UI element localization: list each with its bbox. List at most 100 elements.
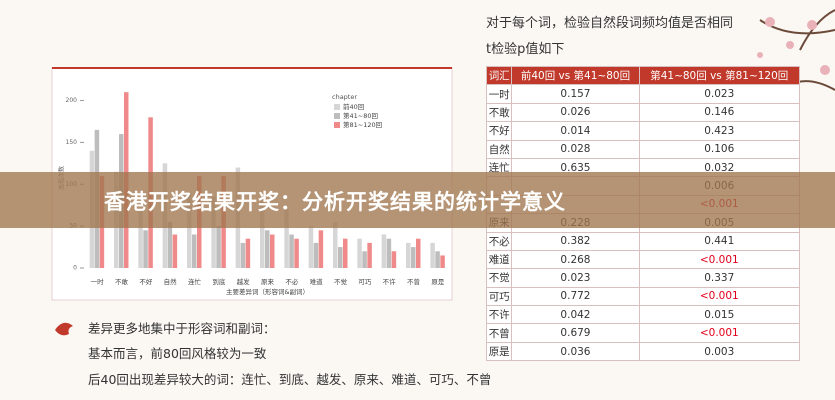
table-row: 原是 0.036 0.003: [485, 341, 801, 362]
bar: [367, 242, 372, 268]
table-row: 可巧 0.772 <0.001: [485, 286, 801, 307]
banner-title: 香港开奖结果开奖：分析开奖结果的统计学意义: [104, 190, 566, 214]
x-tick-label: 不许: [383, 277, 397, 286]
bar: [343, 238, 348, 268]
legend-swatch: [334, 113, 340, 119]
bar: [216, 226, 221, 268]
x-tick-label: 连忙: [188, 277, 202, 286]
header-cell: 词汇: [485, 65, 513, 86]
table-cell: 0.679: [511, 323, 640, 343]
table-cell: <0.001: [638, 249, 801, 270]
table-cell: 可巧: [485, 286, 513, 307]
table-cell: 0.026: [511, 102, 640, 123]
table-cell: 不觉: [485, 268, 513, 288]
y-tick-label: 0: [73, 265, 77, 272]
bar: [357, 238, 362, 268]
table-cell: 不敢: [485, 102, 513, 123]
table-cell: 0.382: [511, 231, 640, 251]
table-cell: 难道: [485, 249, 513, 270]
bar: [333, 221, 338, 268]
x-tick-label: 越发: [237, 277, 251, 286]
table-cell: 0.015: [638, 305, 801, 325]
bar: [313, 242, 319, 268]
bar: [430, 242, 435, 268]
x-axis-label: 主要差异词（形容词&副词）: [226, 287, 309, 296]
table-row: 不觉 0.023 0.337: [485, 268, 801, 288]
table-cell: 0.772: [511, 286, 640, 307]
x-tick-label: 一时: [91, 277, 105, 286]
bar: [318, 230, 324, 268]
table-cell: 0.106: [638, 139, 801, 159]
legend-label: 第41~80回: [343, 111, 378, 120]
header-row: 词汇 前40回 vs 第41~80回 第41~80回 vs 第81~120回: [485, 65, 801, 86]
x-tick-label: 难道: [310, 277, 324, 286]
table-cell: 不曾: [485, 323, 513, 343]
table-cell: 一时: [485, 84, 513, 104]
x-tick-label: 可巧: [358, 278, 372, 286]
table-cell: 0.268: [511, 249, 640, 270]
table-cell: 0.028: [511, 139, 640, 159]
table-cell: 0.036: [511, 341, 640, 362]
table-row: 一时 0.157 0.023: [485, 84, 801, 104]
bar: [270, 234, 275, 268]
header-cell: 前40回 vs 第41~80回: [511, 65, 640, 86]
legend-label: 前40回: [343, 102, 364, 111]
table-cell: 0.157: [511, 84, 640, 104]
table-cell: 0.014: [511, 121, 640, 141]
table-row: 不敢 0.026 0.146: [485, 102, 801, 123]
bar: [187, 192, 192, 268]
bar: [245, 238, 251, 268]
bar: [440, 255, 445, 268]
table-cell: 0.003: [638, 341, 801, 362]
table-cell: <0.001: [638, 286, 801, 307]
table-cell: 不许: [485, 305, 513, 325]
bar: [391, 251, 397, 268]
table-row: 自然 0.028 0.106: [485, 139, 801, 159]
bar: [138, 209, 143, 268]
y-tick-label: 200: [66, 97, 78, 104]
x-tick-label: 到底: [212, 277, 226, 286]
bar: [167, 221, 173, 268]
bar: [435, 251, 440, 268]
note: 后40回出现差异较大的词：连忙、到底、越发、原来、难道、可巧、不曾: [88, 372, 492, 387]
heading: 对于每个词，检验自然段词频均值是否相同: [486, 16, 734, 31]
table-row: 不许 0.042 0.015: [485, 305, 801, 325]
table-cell: 0.337: [638, 268, 801, 288]
bar: [406, 242, 411, 268]
bar: [362, 251, 367, 268]
table-cell: 不好: [485, 121, 513, 141]
bar: [260, 201, 265, 268]
table-cell: 0.146: [638, 102, 801, 123]
x-tick-label: 原是: [431, 278, 445, 286]
bar: [381, 234, 387, 268]
bar: [211, 196, 216, 268]
bar: [416, 238, 421, 268]
note: 基本而言，前80回风格较为一致: [88, 346, 267, 361]
x-tick-label: 不觉: [334, 277, 348, 286]
table-row: 不曾 0.679 <0.001: [485, 323, 801, 343]
x-tick-label: 原来: [261, 278, 275, 286]
table-cell: 0.023: [638, 84, 801, 104]
x-tick-label: 不曾: [407, 277, 420, 286]
table-cell: <0.001: [638, 323, 801, 343]
bar: [284, 209, 289, 268]
bar: [240, 242, 246, 268]
legend-swatch: [334, 122, 340, 128]
x-tick-label: 自然: [164, 277, 178, 286]
note: 差异更多地集中于形容词和副词：: [88, 321, 276, 336]
bar: [411, 247, 416, 268]
bar: [265, 230, 270, 268]
table-row: 不必 0.382 0.441: [485, 231, 801, 251]
table-cell: 自然: [485, 139, 513, 159]
table-row: 难道 0.268 <0.001: [485, 249, 801, 270]
legend-swatch: [334, 104, 340, 110]
bar: [192, 234, 197, 268]
banner: 香港开奖结果开奖：分析开奖结果的统计学意义: [0, 172, 835, 228]
bar: [308, 226, 314, 268]
table-cell: 0.023: [511, 268, 640, 288]
table-row: 不好 0.014 0.423: [485, 121, 801, 141]
table-cell: 不必: [485, 231, 513, 251]
bar: [338, 247, 343, 268]
legend-title: chapter: [332, 93, 357, 101]
